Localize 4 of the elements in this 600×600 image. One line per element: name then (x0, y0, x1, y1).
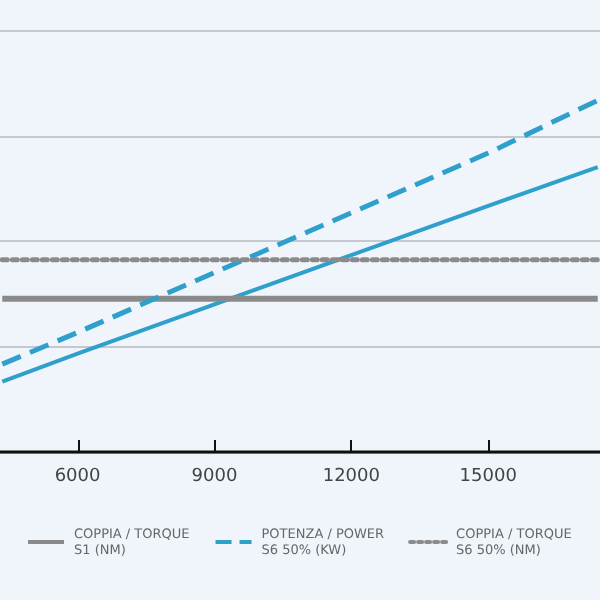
x-tick-label: 9000 (191, 467, 238, 487)
x-tick-label: 6000 (54, 467, 102, 487)
x-tick-label: 15000 (459, 467, 518, 487)
x-tick-label: 12000 (322, 467, 381, 487)
